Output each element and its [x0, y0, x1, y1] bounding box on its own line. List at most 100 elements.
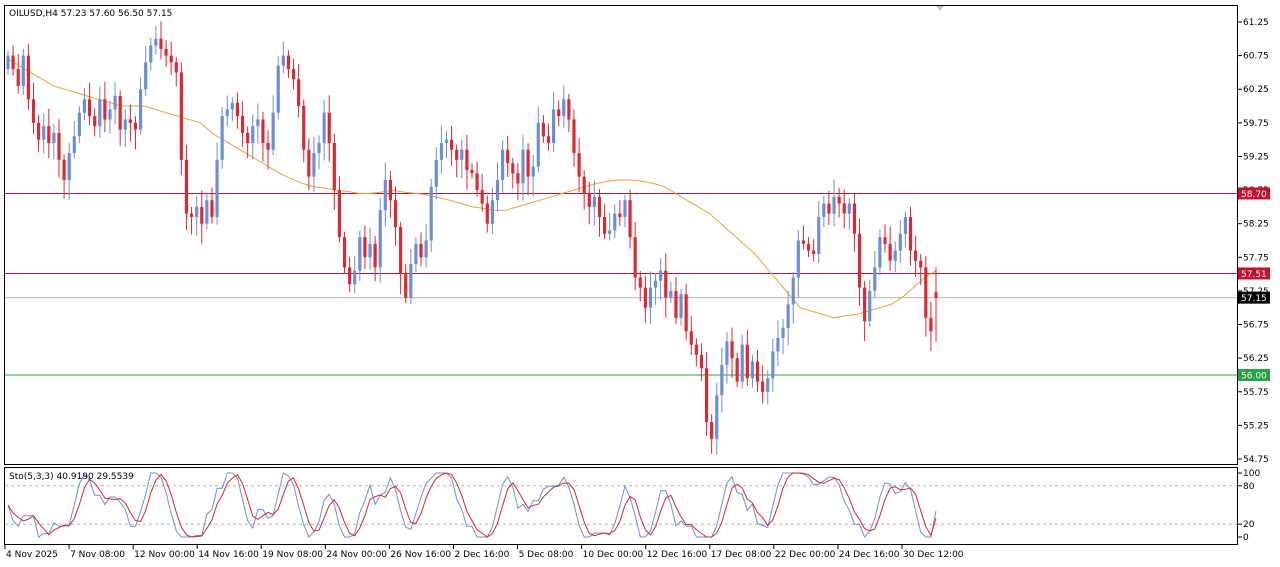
candle-body [582, 176, 586, 194]
candle-body [888, 243, 892, 261]
candle-body [52, 132, 56, 144]
candle-body [485, 203, 489, 224]
candle-body [93, 116, 97, 127]
time-tick-label: 24 Nov 00:00 [326, 550, 387, 560]
candle-body [638, 277, 642, 288]
candle-body [755, 361, 760, 382]
time-tick-label: 10 Dec 00:00 [583, 550, 644, 560]
candle-body [88, 99, 92, 117]
candle-body [31, 99, 36, 123]
price-tick-label: 59.75 [1243, 119, 1269, 129]
candle-body [914, 250, 918, 261]
candle-body [740, 344, 744, 382]
time-tick-label: 7 Nov 08:00 [70, 550, 125, 560]
candle-body [235, 102, 240, 117]
candle-body [878, 237, 882, 268]
candle-body [195, 206, 199, 217]
candle-body [21, 55, 25, 86]
candle-body [108, 109, 112, 120]
candle-body [868, 290, 872, 322]
candle-body [307, 149, 311, 177]
candle-body [633, 237, 637, 278]
candle-body [317, 143, 321, 154]
candle-body [276, 65, 280, 113]
candle-body [261, 119, 265, 144]
candle-body [337, 190, 342, 238]
candle-body [138, 89, 143, 130]
candle-body [98, 99, 102, 127]
candle-body [240, 116, 245, 133]
price-tick-label: 55.75 [1243, 388, 1269, 398]
candle-body [511, 163, 515, 174]
stochastic-panel-frame [4, 467, 1238, 545]
candle-body [725, 341, 729, 365]
candle-body [144, 62, 148, 90]
candle-body [26, 55, 30, 100]
candle-body [817, 216, 821, 254]
candle-body [791, 277, 795, 305]
candle-body [832, 196, 836, 214]
candle-body [154, 38, 158, 46]
candle-body [480, 190, 484, 204]
stochastic-tick-label: 0 [1243, 533, 1249, 543]
ma-line [7, 58, 937, 319]
level-tag [1238, 267, 1270, 280]
candle-body [205, 200, 209, 224]
candle-body [439, 143, 443, 160]
candle-body [929, 317, 933, 332]
candle-body [552, 109, 556, 144]
time-tick-label: 2 Dec 16:00 [455, 550, 510, 560]
candle-body [174, 62, 178, 73]
candle-body [684, 294, 688, 332]
candle-body [653, 280, 658, 288]
candle-body [720, 364, 724, 396]
candle-body [495, 179, 500, 201]
candle-body [659, 270, 663, 281]
candle-body [286, 55, 291, 70]
candle-body [786, 304, 790, 328]
candle-body [327, 112, 331, 144]
candle-body [16, 69, 20, 86]
candle-body [220, 116, 224, 160]
candle-body [409, 264, 413, 298]
candle-body [373, 243, 377, 268]
candle-body [6, 55, 10, 70]
candle-body [368, 243, 372, 258]
candle-body [404, 274, 408, 298]
candle-body [414, 243, 418, 265]
stochastic-levels [5, 485, 1237, 525]
candle-body [501, 149, 505, 180]
candle-body [679, 294, 683, 318]
candle-body [710, 422, 714, 439]
price-tick-label: 56.25 [1243, 354, 1269, 364]
candle-body [592, 196, 596, 207]
candle-body [689, 331, 693, 345]
candle-body [766, 378, 770, 392]
candle-body [541, 122, 545, 137]
candle-body [159, 38, 163, 49]
candle-body [475, 173, 479, 191]
candle-body [302, 106, 306, 150]
candle-body [37, 122, 41, 140]
candle-body [434, 159, 438, 187]
time-tick-label: 5 Dec 08:00 [519, 550, 574, 560]
candle-body [342, 237, 347, 268]
stochastic-main-line [7, 472, 937, 538]
candle-body [113, 95, 117, 110]
level-tag-label: 57.51 [1241, 270, 1267, 280]
candle-body [388, 179, 392, 201]
time-tick-label: 12 Nov 00:00 [134, 550, 195, 560]
candle-body [149, 45, 153, 63]
candle-body [358, 237, 362, 271]
chart-shift-marker[interactable] [936, 6, 944, 11]
candle-body [623, 200, 627, 217]
candle-body [730, 341, 734, 359]
candle-body [608, 230, 612, 234]
candle-body [399, 227, 403, 275]
candle-body [827, 203, 831, 214]
price-tick-label: 61.25 [1243, 18, 1269, 28]
candle-body [934, 292, 938, 298]
time-tick-label: 19 Nov 08:00 [262, 550, 323, 560]
candle-body [536, 122, 540, 167]
